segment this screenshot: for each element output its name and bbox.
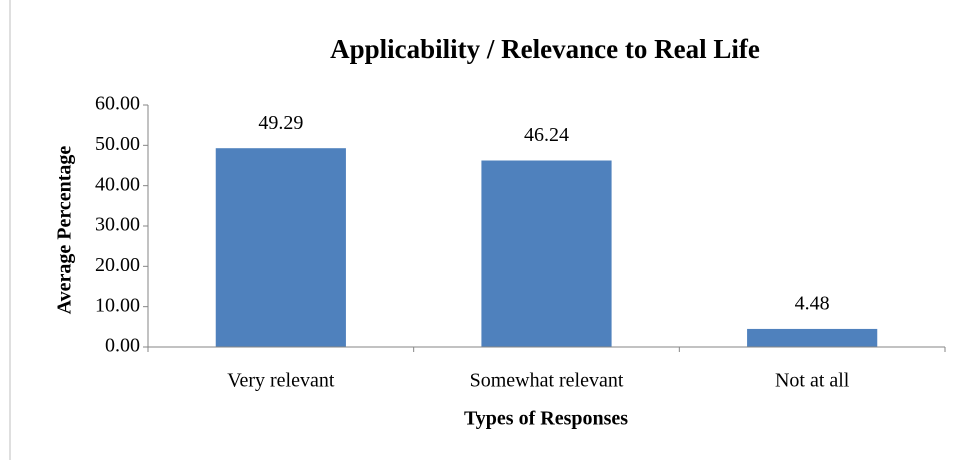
y-tick-label: 40.00	[95, 173, 140, 195]
bar	[747, 328, 878, 347]
x-tick-label: Very relevant	[227, 370, 335, 392]
data-label: 46.24	[524, 124, 569, 146]
y-tick-label: 20.00	[95, 254, 140, 276]
y-tick-label: 0.00	[105, 335, 140, 357]
y-tick-label: 30.00	[95, 214, 140, 236]
x-tick-label: Somewhat relevant	[470, 370, 624, 392]
y-axis-label: Average Percentage	[54, 146, 76, 315]
chart-title: Applicability / Relevance to Real Life	[330, 34, 760, 64]
data-label: 4.48	[795, 293, 830, 315]
y-tick-label: 10.00	[95, 294, 140, 316]
bar	[481, 160, 612, 347]
x-axis-label: Types of Responses	[464, 408, 628, 430]
y-tick-label: 60.00	[95, 93, 140, 115]
y-tick-label: 50.00	[95, 133, 140, 155]
bar	[215, 148, 346, 347]
data-label: 49.29	[258, 112, 303, 134]
x-tick-label: Not at all	[775, 370, 850, 392]
